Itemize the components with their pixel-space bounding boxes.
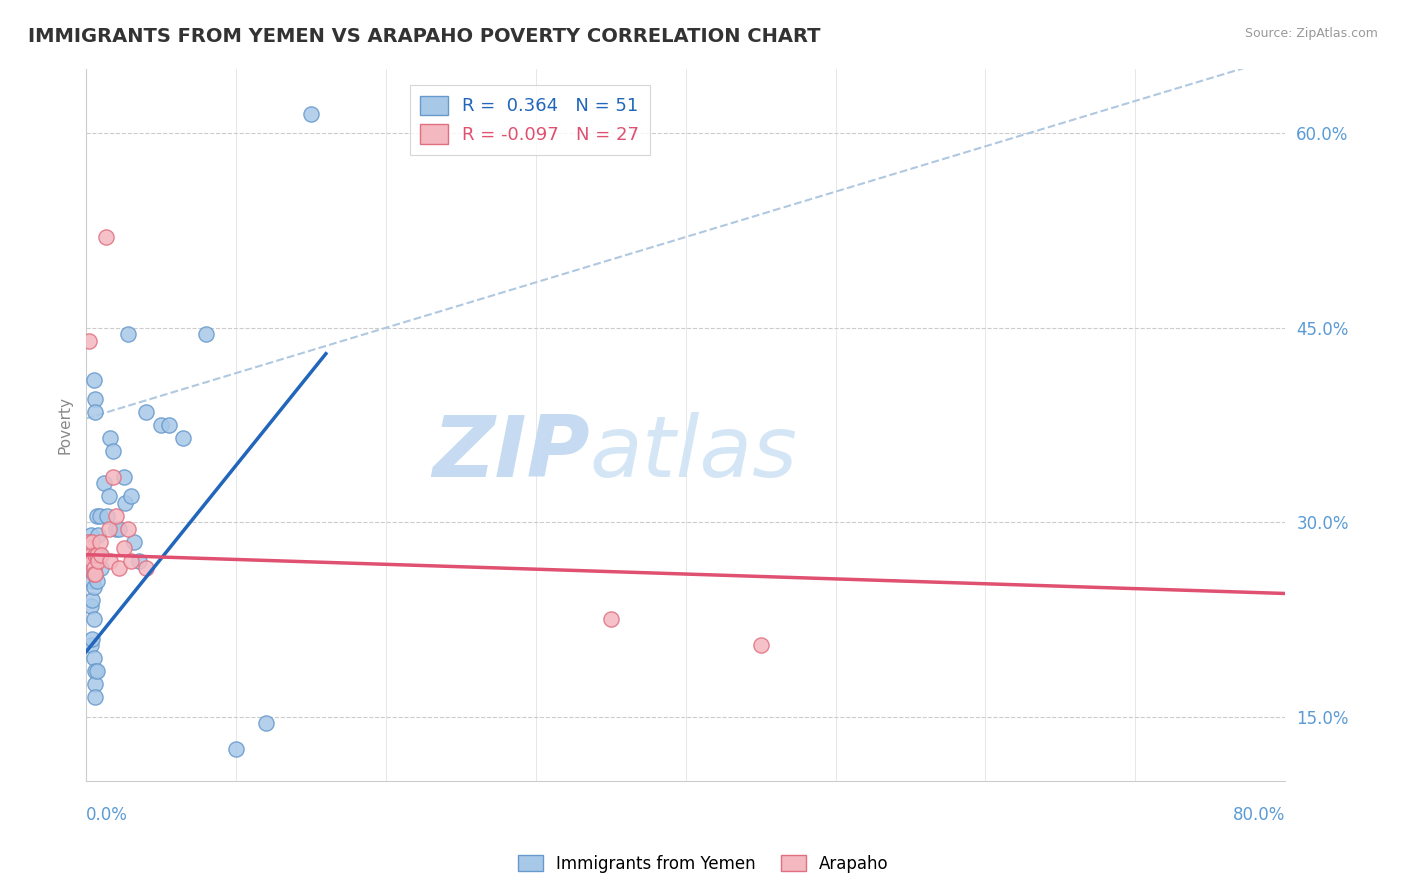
Point — [195, 327, 218, 342]
Point — [83, 560, 105, 574]
Point — [97, 489, 120, 503]
Point — [84, 405, 107, 419]
Point — [98, 554, 121, 568]
Point — [89, 508, 111, 523]
Legend: Immigrants from Yemen, Arapaho: Immigrants from Yemen, Arapaho — [510, 848, 896, 880]
Point — [108, 522, 131, 536]
Point — [97, 522, 120, 536]
Legend: R =  0.364   N = 51, R = -0.097   N = 27: R = 0.364 N = 51, R = -0.097 N = 27 — [409, 85, 650, 155]
Text: 80.0%: 80.0% — [1233, 806, 1285, 824]
Point — [120, 489, 142, 503]
Point — [114, 496, 136, 510]
Point — [86, 574, 108, 588]
Point — [112, 541, 135, 555]
Point — [173, 431, 195, 445]
Point — [93, 476, 115, 491]
Point — [254, 716, 277, 731]
Point — [76, 534, 98, 549]
Point — [150, 417, 173, 432]
Point — [87, 528, 110, 542]
Point — [86, 508, 108, 523]
Text: 0.0%: 0.0% — [86, 806, 128, 824]
Point — [117, 327, 139, 342]
Point — [128, 554, 150, 568]
Point — [83, 567, 105, 582]
Point — [117, 522, 139, 536]
Point — [84, 690, 107, 705]
Point — [89, 548, 111, 562]
Point — [101, 443, 124, 458]
Point — [135, 405, 157, 419]
Point — [77, 334, 100, 348]
Point — [83, 651, 105, 665]
Point — [79, 541, 101, 555]
Text: ZIP: ZIP — [432, 412, 589, 495]
Point — [83, 554, 105, 568]
Point — [87, 548, 110, 562]
Point — [105, 522, 128, 536]
Point — [225, 742, 247, 756]
Point — [599, 612, 621, 626]
Point — [76, 534, 98, 549]
Point — [108, 560, 131, 574]
Point — [77, 534, 100, 549]
Point — [94, 230, 117, 244]
Point — [80, 560, 103, 574]
Point — [157, 417, 180, 432]
Point — [79, 599, 101, 614]
Point — [83, 580, 105, 594]
Point — [89, 534, 111, 549]
Point — [749, 638, 772, 652]
Point — [98, 431, 121, 445]
Point — [112, 470, 135, 484]
Text: IMMIGRANTS FROM YEMEN VS ARAPAHO POVERTY CORRELATION CHART: IMMIGRANTS FROM YEMEN VS ARAPAHO POVERTY… — [28, 27, 821, 45]
Point — [84, 665, 107, 679]
Point — [84, 392, 107, 406]
Point — [135, 560, 157, 574]
Point — [299, 107, 322, 121]
Point — [86, 665, 108, 679]
Point — [80, 593, 103, 607]
Y-axis label: Poverty: Poverty — [58, 396, 72, 454]
Point — [83, 373, 105, 387]
Point — [76, 554, 98, 568]
Point — [79, 548, 101, 562]
Point — [90, 560, 112, 574]
Text: Source: ZipAtlas.com: Source: ZipAtlas.com — [1244, 27, 1378, 40]
Point — [90, 548, 112, 562]
Point — [84, 548, 107, 562]
Point — [96, 508, 118, 523]
Point — [77, 541, 100, 555]
Point — [80, 574, 103, 588]
Point — [84, 567, 107, 582]
Text: atlas: atlas — [589, 412, 797, 495]
Point — [105, 508, 128, 523]
Point — [83, 612, 105, 626]
Point — [80, 554, 103, 568]
Point — [79, 638, 101, 652]
Point — [84, 677, 107, 691]
Point — [80, 534, 103, 549]
Point — [76, 560, 98, 574]
Point — [86, 548, 108, 562]
Point — [120, 554, 142, 568]
Point — [122, 534, 145, 549]
Point — [77, 560, 100, 574]
Point — [87, 554, 110, 568]
Point — [80, 632, 103, 646]
Point — [79, 528, 101, 542]
Point — [101, 470, 124, 484]
